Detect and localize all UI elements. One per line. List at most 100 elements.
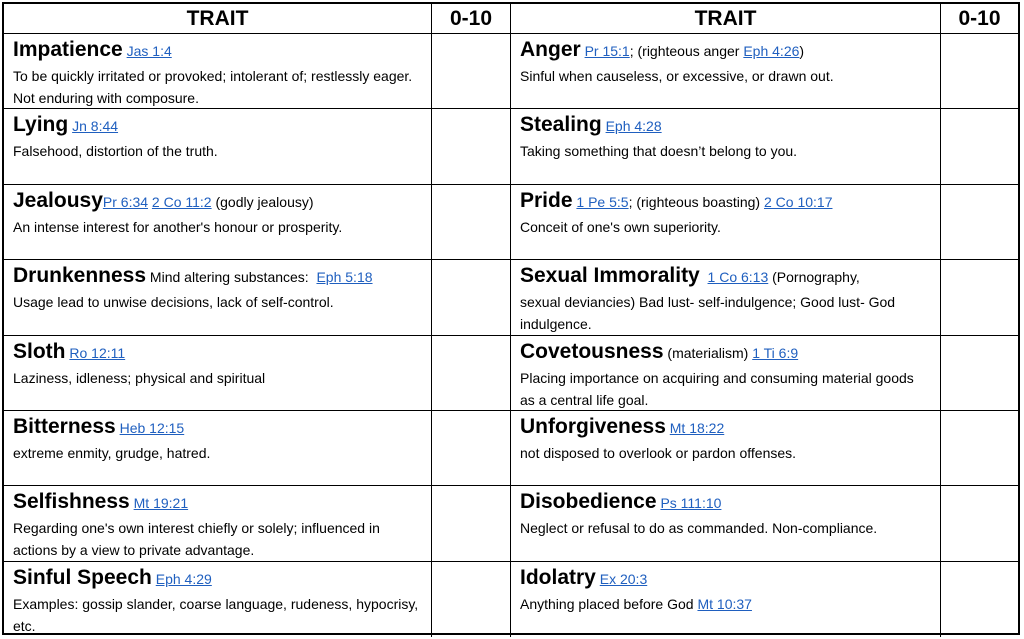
trait-name: Impatience: [13, 38, 123, 61]
trait-note: (Pornography,: [768, 269, 860, 286]
trait-heading: Pride 1 Pe 5:5; (righteous boasting) 2 C…: [520, 188, 932, 216]
trait-cell-right: Stealing Eph 4:28 Taking something that d…: [511, 109, 941, 185]
score-input-cell[interactable]: [941, 336, 1018, 411]
trait-cell-left: Selfishness Mt 19:21 Regarding one's own …: [4, 486, 432, 562]
score-input-cell[interactable]: [941, 185, 1018, 261]
score-input-cell[interactable]: [941, 486, 1018, 562]
trait-description-text: Neglect or refusal to do as commanded. N…: [520, 520, 878, 537]
trait-cell-left: Bitterness Heb 12:15 extreme enmity, grud…: [4, 410, 432, 487]
trait-description-text: Placing importance on acquiring and cons…: [520, 369, 914, 408]
trait-note: ; (righteous boasting): [628, 193, 764, 210]
scripture-reference-link[interactable]: Eph 4:28: [605, 118, 662, 135]
score-input-cell[interactable]: [941, 109, 1018, 185]
scripture-reference-link[interactable]: Jas 1:4: [126, 43, 172, 59]
scripture-reference-link[interactable]: Eph 4:29: [155, 570, 212, 587]
trait-description-text: To be quickly irritated or provoked; int…: [13, 68, 413, 106]
score-input-cell[interactable]: [941, 34, 1018, 110]
trait-cell-right: Idolatry Ex 20:3 Anything placed before G…: [511, 561, 941, 638]
scripture-reference-link[interactable]: Jn 8:44: [72, 118, 119, 135]
score-input-cell[interactable]: [432, 410, 511, 487]
score-input-cell[interactable]: [941, 411, 1018, 487]
trait-note: ; (righteous anger: [629, 43, 744, 59]
trait-description: Usage lead to unwise decisions, lack of …: [13, 291, 423, 313]
scripture-reference-link[interactable]: 1 Co 6:13: [707, 269, 769, 286]
trait-description: An intense interest for another's honour…: [13, 216, 423, 238]
scripture-reference-link[interactable]: 2 Co 10:17: [763, 193, 833, 210]
scripture-reference-link[interactable]: Ps 111:10: [660, 495, 722, 512]
trait-description-text: Conceit of one's own superiority.: [520, 218, 721, 235]
scripture-reference-link[interactable]: Mt 10:37: [697, 595, 752, 612]
score-input-cell[interactable]: [432, 184, 511, 261]
trait-note: (materialism): [663, 344, 753, 361]
trait-description: Neglect or refusal to do as commanded. N…: [520, 517, 932, 539]
trait-description-text: An intense interest for another's honour…: [13, 218, 343, 235]
scripture-reference-link[interactable]: Mt 19:21: [133, 495, 189, 512]
scripture-reference-link[interactable]: Mt 18:22: [669, 419, 725, 436]
trait-heading: Anger Pr 15:1; (righteous anger Eph 4:26…: [520, 37, 932, 65]
trait-description: Sinful when causeless, or excessive, or …: [520, 65, 932, 87]
scripture-reference-link[interactable]: 1 Ti 6:9: [752, 344, 799, 361]
trait-heading: Selfishness Mt 19:21: [13, 489, 423, 517]
trait-cell-right: Unforgiveness Mt 18:22 not disposed to ov…: [511, 410, 941, 487]
trait-description-text: Sinful when causeless, or excessive, or …: [520, 68, 834, 84]
trait-cell-left: Lying Jn 8:44 Falsehood, distortion of th…: [4, 109, 432, 185]
trait-name: Drunkenness: [13, 264, 147, 288]
scripture-reference-link[interactable]: Eph 4:26: [743, 43, 800, 59]
trait-cell-left: Sloth Ro 12:11 Laziness, idleness; physic…: [4, 335, 432, 411]
trait-heading: Bitterness Heb 12:15: [13, 414, 423, 442]
trait-description: Regarding one's own interest chiefly or …: [13, 517, 423, 560]
score-input-cell[interactable]: [432, 561, 511, 638]
header-trait-right: TRAIT: [511, 4, 941, 34]
trait-name: Disobedience: [520, 490, 657, 514]
trait-heading: Lying Jn 8:44: [13, 112, 423, 140]
trait-heading: Drunkenness Mind altering substances: Ep…: [13, 263, 423, 291]
score-input-cell[interactable]: [432, 260, 511, 336]
trait-description: extreme enmity, grudge, hatred.: [13, 442, 423, 464]
trait-description-text: Anything placed before God: [520, 595, 698, 612]
scripture-reference-link[interactable]: 1 Pe 5:5: [576, 193, 629, 210]
trait-name: Pride: [520, 188, 573, 212]
scripture-reference-link[interactable]: Pr 15:1: [584, 43, 630, 59]
trait-cell-right: Covetousness (materialism) 1 Ti 6:9 Placi…: [511, 335, 941, 411]
scripture-reference-link[interactable]: Eph 5:18: [316, 269, 373, 286]
score-input-cell[interactable]: [941, 562, 1018, 637]
scripture-reference-link[interactable]: Heb 12:15: [119, 419, 185, 436]
trait-heading: Sexual Immorality 1 Co 6:13 (Pornography…: [520, 263, 932, 291]
trait-description: Falsehood, distortion of the truth.: [13, 140, 423, 162]
trait-description-text: Usage lead to unwise decisions, lack of …: [13, 294, 334, 311]
trait-heading: Stealing Eph 4:28: [520, 112, 932, 140]
trait-heading: Sinful Speech Eph 4:29: [13, 565, 423, 593]
trait-description: Examples: gossip slander, coarse languag…: [13, 593, 423, 637]
trait-description-text: Regarding one's own interest chiefly or …: [13, 520, 380, 559]
score-input-cell[interactable]: [941, 260, 1018, 336]
trait-note: ): [799, 43, 805, 59]
trait-heading: JealousyPr 6:34 2 Co 11:2 (godly jealous…: [13, 188, 423, 216]
trait-cell-left: Sinful Speech Eph 4:29 Examples: gossip s…: [4, 561, 432, 638]
trait-name: Anger: [520, 38, 581, 61]
trait-description-text: Laziness, idleness; physical and spiritu…: [13, 369, 266, 386]
trait-heading: Impatience Jas 1:4: [13, 37, 423, 65]
trait-note: Mind altering substances:: [146, 269, 317, 286]
trait-heading: Sloth Ro 12:11: [13, 339, 423, 367]
trait-description-text: not disposed to overlook or pardon offen…: [520, 444, 797, 461]
score-input-cell[interactable]: [432, 335, 511, 411]
score-input-cell[interactable]: [432, 34, 511, 110]
trait-heading: Disobedience Ps 111:10: [520, 489, 932, 517]
header-score-right: 0-10: [941, 4, 1018, 34]
trait-description-text: sexual deviancies) Bad lust- self-indulg…: [520, 294, 896, 333]
trait-heading: Covetousness (materialism) 1 Ti 6:9: [520, 339, 932, 367]
scripture-reference-link[interactable]: Ro 12:11: [69, 344, 126, 361]
scripture-reference-link[interactable]: 2 Co 11:2: [151, 193, 212, 210]
score-input-cell[interactable]: [432, 486, 511, 562]
scripture-reference-link[interactable]: Ex 20:3: [599, 570, 648, 587]
trait-name: Unforgiveness: [520, 414, 666, 438]
trait-description: Laziness, idleness; physical and spiritu…: [13, 367, 423, 389]
trait-cell-left: Drunkenness Mind altering substances: Ep…: [4, 260, 432, 336]
trait-cell-left: JealousyPr 6:34 2 Co 11:2 (godly jealous…: [4, 184, 432, 261]
trait-description: not disposed to overlook or pardon offen…: [520, 442, 932, 464]
scripture-reference-link[interactable]: Pr 6:34: [102, 193, 149, 210]
score-input-cell[interactable]: [432, 109, 511, 185]
trait-name: Jealousy: [13, 188, 103, 212]
trait-note: [700, 269, 708, 285]
